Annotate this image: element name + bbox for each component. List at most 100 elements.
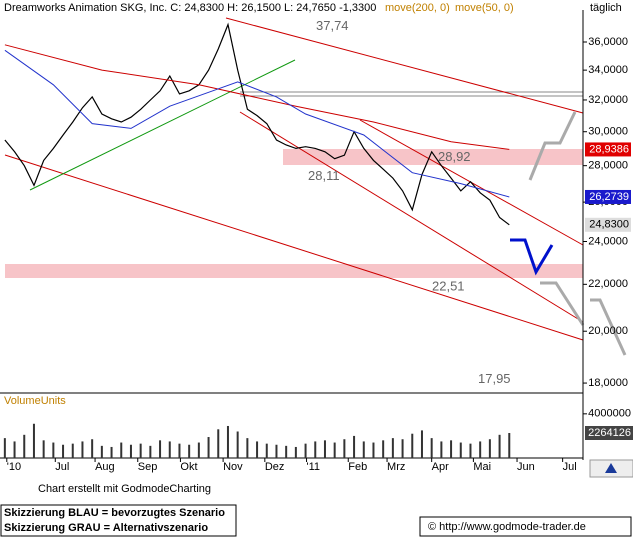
x-tick-label: Dez	[265, 461, 285, 473]
volume-bar	[401, 439, 404, 458]
volume-bar	[149, 445, 152, 458]
price-tag-label: 28,9386	[589, 143, 629, 155]
volume-bar	[430, 438, 433, 458]
volume-bar	[459, 442, 462, 458]
volume-bar	[13, 441, 16, 458]
volume-bar	[382, 440, 385, 458]
volume-bar	[62, 444, 65, 458]
volume-bar	[159, 440, 162, 458]
legend-entry: move(200, 0)	[385, 2, 450, 14]
x-tick-label: Nov	[223, 461, 243, 473]
x-tick-label: Jun	[517, 461, 535, 473]
volume-bar	[23, 434, 26, 458]
annotation: 22,51	[432, 278, 465, 293]
volume-bar	[323, 440, 326, 458]
y-tick-label: 28,0000	[588, 160, 628, 172]
volume-bar	[110, 446, 113, 458]
volume-bar	[71, 443, 74, 458]
volume-bar	[469, 443, 472, 458]
x-tick-label: '10	[7, 461, 21, 473]
annotation: 28,11	[308, 168, 340, 183]
x-tick-label: Jul	[55, 461, 69, 473]
volume-bar	[207, 437, 210, 458]
volume-bar	[226, 425, 229, 458]
volume-bar	[420, 430, 423, 458]
x-tick-label: Apr	[432, 461, 449, 473]
volume-bar	[139, 443, 142, 458]
x-tick-label: '11	[307, 461, 321, 473]
volume-bar	[91, 439, 94, 458]
volume-tag-label: 2264126	[588, 427, 631, 439]
x-tick-label: Jul	[563, 461, 577, 473]
note: Skizzierung BLAU = bevorzugtes Szenario	[4, 507, 225, 519]
volume-bar	[333, 442, 336, 458]
volume-bar	[3, 438, 6, 458]
widget-icon[interactable]	[605, 463, 617, 473]
y-tick-label: 4000000	[588, 408, 631, 420]
price-tag	[585, 142, 631, 157]
volume-bar	[168, 441, 171, 458]
frequency: täglich	[590, 2, 622, 14]
volume-bar	[294, 446, 297, 458]
volume-bar	[362, 441, 365, 458]
volume-bar	[275, 444, 278, 458]
volume-bar	[285, 445, 288, 458]
volume-bar	[314, 441, 317, 458]
moving-average	[4, 44, 510, 150]
volume-bar	[120, 442, 123, 458]
volume-bar	[479, 441, 482, 458]
scenario-grey	[590, 298, 627, 356]
volume-bar	[372, 442, 375, 458]
note: Skizzierung GRAU = Alternativszenario	[4, 522, 208, 534]
trend-line	[4, 154, 584, 341]
chart-title: Dreamworks Animation SKG, Inc. C: 24,830…	[4, 2, 376, 14]
volume-bar	[188, 444, 191, 458]
support-zone	[5, 264, 583, 278]
volume-bar	[129, 444, 132, 458]
volume-bar	[391, 438, 394, 458]
y-tick-label: 18,0000	[588, 377, 628, 389]
volume-title: VolumeUnits	[4, 395, 66, 407]
volume-bar	[265, 443, 268, 458]
volume-bar	[450, 440, 453, 458]
copyright: © http://www.godmode-trader.de	[428, 521, 586, 533]
moving-average	[4, 49, 510, 198]
volume-bar	[304, 443, 307, 458]
notes-box	[0, 504, 237, 537]
price-tag	[585, 217, 631, 232]
volume-bar	[353, 435, 356, 458]
volume-bar	[100, 445, 103, 458]
y-tick-label: 34,0000	[588, 64, 628, 76]
trend-line	[239, 111, 584, 323]
volume-bar	[246, 438, 249, 458]
legend-entry: move(50, 0)	[455, 2, 514, 14]
price-line	[4, 22, 510, 226]
resistance-zone	[283, 149, 583, 165]
x-tick-label: Aug	[95, 461, 115, 473]
volume-bar	[256, 441, 259, 458]
scenario-grey	[528, 111, 577, 181]
x-tick-label: Feb	[348, 461, 367, 473]
y-tick-label: 30,0000	[588, 126, 628, 138]
price-tag-label: 24,8300	[589, 219, 629, 231]
x-tick-label: Sep	[138, 461, 158, 473]
volume-bar	[498, 434, 501, 458]
copyright-box	[419, 516, 632, 537]
volume-bar	[32, 423, 35, 458]
annotation: 37,74	[316, 18, 349, 33]
volume-bar	[236, 431, 239, 458]
volume-bar	[217, 429, 220, 458]
annotation: 17,95	[478, 371, 511, 386]
volume-bar	[81, 441, 84, 458]
volume-bar	[178, 443, 181, 458]
x-tick-label: Mrz	[387, 461, 405, 473]
trend-line	[29, 59, 296, 191]
scenario-blue	[510, 238, 554, 276]
volume-tag	[585, 426, 633, 441]
volume-bar	[197, 442, 200, 458]
volume-bar	[42, 440, 45, 458]
price-tag-label: 26,2739	[589, 191, 629, 203]
volume-bar	[508, 433, 511, 458]
scenario-grey	[540, 281, 585, 326]
trend-line	[225, 17, 584, 114]
